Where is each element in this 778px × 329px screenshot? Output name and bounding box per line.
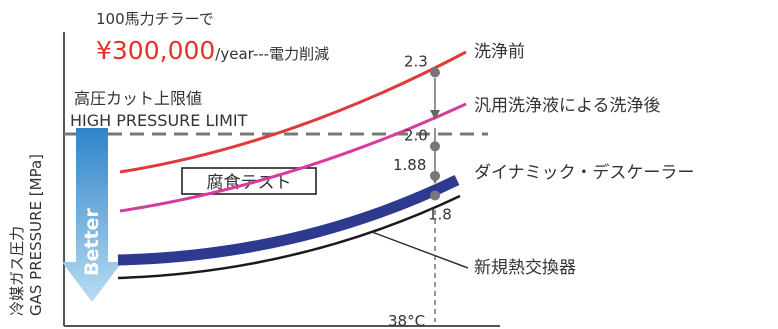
series-name-label-1: 洗浄前: [474, 42, 525, 62]
series-value-label-4: 1.8: [428, 206, 452, 224]
better-label: Better: [81, 208, 103, 276]
arrow-head-1: [430, 110, 440, 120]
limit-label-jp: 高圧カット上限値: [74, 89, 202, 108]
y-axis-label-en: GAS PRESSURE [MPa]: [27, 154, 45, 316]
series-value-label-3: 1.88: [393, 156, 426, 174]
series-line-1: [119, 50, 467, 174]
savings-suffix: /year---電力削減: [215, 45, 329, 63]
better-arrow: Better: [62, 128, 122, 302]
series-marker-2: [430, 141, 440, 152]
series-curves: [117, 50, 467, 280]
series-marker-1: [430, 67, 440, 78]
series-value-label-2: 2.0: [404, 126, 428, 144]
series-name-label-2: 汎用洗浄液による洗浄後: [474, 96, 661, 116]
series-marker-4: [430, 190, 440, 201]
corrosion-test-box: 腐食テスト: [181, 167, 317, 195]
series-line-2: [119, 102, 467, 213]
new-exchanger-leader-line: [371, 231, 469, 269]
series-name-label-4: 新規熱交換器: [474, 258, 576, 278]
series-name-label-3: ダイナミック・デスケーラー: [474, 162, 694, 183]
series-value-label-1: 2.3: [404, 53, 428, 71]
y-axis-label-jp: 冷媒ガス圧力: [8, 226, 26, 316]
temperature-label: 38°C: [388, 312, 425, 329]
top-note: 100馬力チラーで: [96, 10, 214, 28]
better-arrow-shape: [62, 128, 122, 302]
series-line-4: [117, 194, 461, 280]
marker-arrows: [430, 78, 440, 184]
series-markers: 2.3 2.0 1.88 1.8: [393, 53, 452, 224]
savings-line: ¥300,000/year---電力削減: [96, 36, 329, 65]
series-marker-3: [430, 170, 440, 181]
savings-amount: ¥300,000: [96, 36, 215, 65]
limit-label-en: HIGH PRESSURE LIMIT: [70, 111, 248, 130]
series-line-3: [117, 175, 460, 266]
